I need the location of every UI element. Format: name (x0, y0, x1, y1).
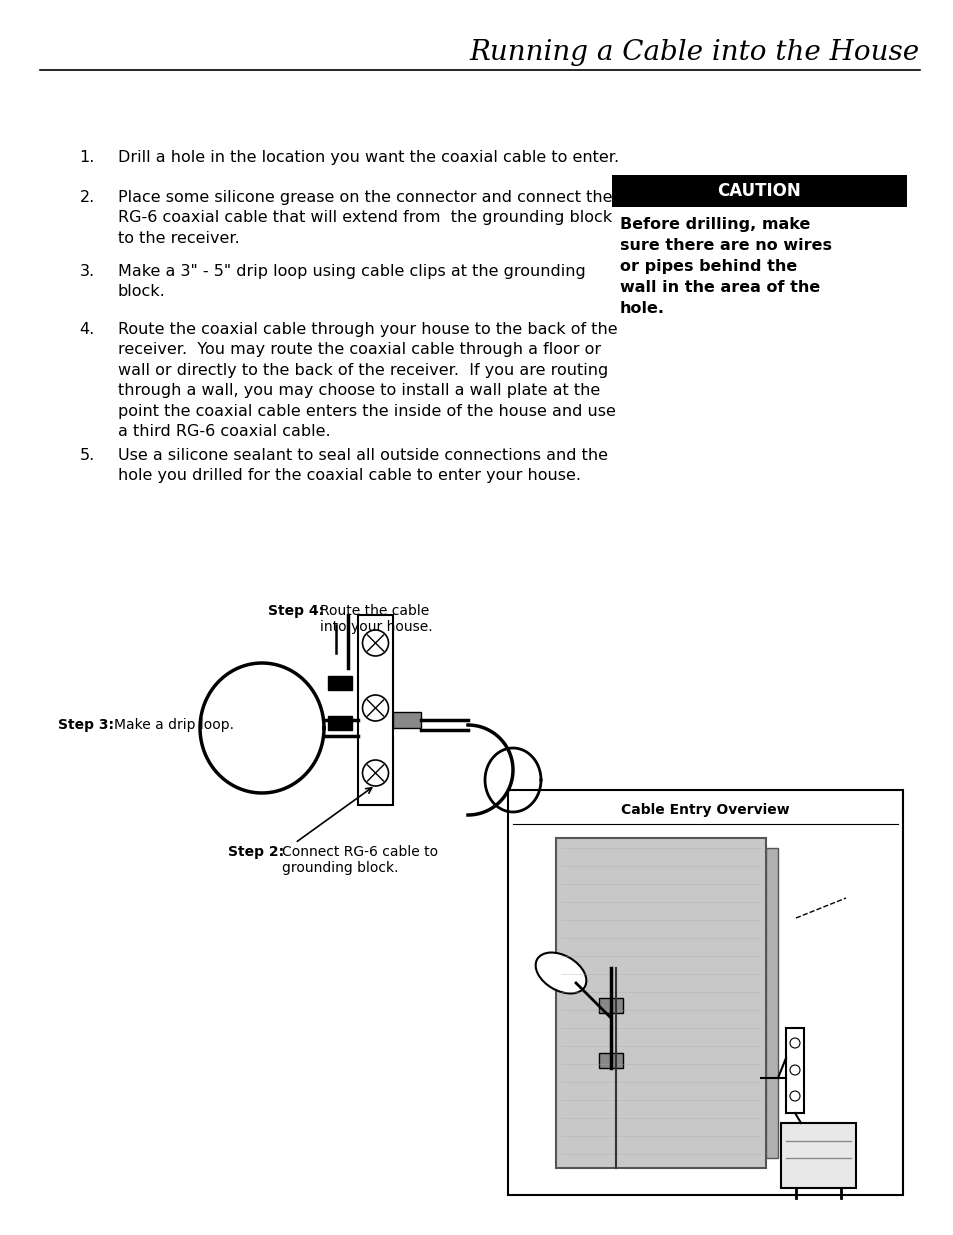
Bar (357, 615, 393, 805)
Ellipse shape (535, 952, 586, 993)
Text: Connect RG-6 cable to
grounding block.: Connect RG-6 cable to grounding block. (282, 845, 437, 876)
Circle shape (362, 630, 388, 656)
Bar (598, 998, 622, 1013)
Text: 2.: 2. (80, 190, 95, 205)
Bar (781, 1123, 855, 1188)
Circle shape (362, 760, 388, 785)
Circle shape (789, 1091, 800, 1100)
Circle shape (789, 1065, 800, 1074)
Bar (328, 676, 352, 690)
Text: Running a Cable into the House: Running a Cable into the House (470, 38, 919, 65)
Bar (612, 175, 906, 207)
Text: Place some silicone grease on the connector and connect the
RG-6 coaxial cable t: Place some silicone grease on the connec… (118, 190, 612, 246)
Bar (393, 713, 420, 727)
Text: Cable Entry Overview: Cable Entry Overview (620, 803, 789, 818)
Bar (598, 1053, 622, 1068)
Bar (765, 848, 778, 1158)
Text: Route the cable
into your house.: Route the cable into your house. (319, 604, 432, 635)
Text: CAUTION: CAUTION (717, 182, 801, 200)
Text: Drill a hole in the location you want the coaxial cable to enter.: Drill a hole in the location you want th… (118, 149, 618, 165)
Bar (556, 839, 765, 1168)
Circle shape (789, 1037, 800, 1049)
Text: Before drilling, make
sure there are no wires
or pipes behind the
wall in the ar: Before drilling, make sure there are no … (619, 217, 831, 316)
Text: 3.: 3. (80, 264, 95, 279)
Circle shape (362, 695, 388, 721)
Text: Step 3:: Step 3: (58, 718, 113, 732)
Text: 1.: 1. (79, 149, 95, 165)
Bar (328, 716, 352, 730)
Text: Step 2:: Step 2: (228, 845, 284, 860)
Text: Route the coaxial cable through your house to the back of the
receiver.  You may: Route the coaxial cable through your hou… (118, 322, 617, 438)
Text: 4.: 4. (80, 322, 95, 337)
Bar (785, 1028, 803, 1113)
Text: 5.: 5. (80, 448, 95, 463)
Text: Make a drip loop.: Make a drip loop. (113, 718, 233, 732)
Text: Make a 3" - 5" drip loop using cable clips at the grounding
block.: Make a 3" - 5" drip loop using cable cli… (118, 264, 585, 299)
Text: Use a silicone sealant to seal all outside connections and the
hole you drilled : Use a silicone sealant to seal all outsi… (118, 448, 607, 483)
Text: Step 4:: Step 4: (268, 604, 324, 618)
Bar (507, 790, 902, 1195)
